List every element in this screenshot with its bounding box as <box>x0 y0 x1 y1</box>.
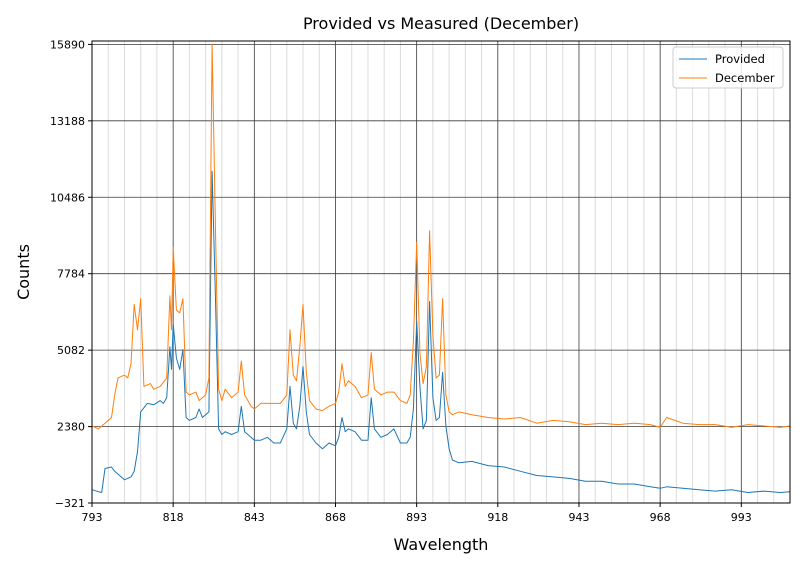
x-tick-label: 868 <box>325 511 346 524</box>
y-tick-label: 10486 <box>50 191 85 204</box>
plot-frame <box>91 40 791 504</box>
x-tick-label: 793 <box>82 511 103 524</box>
x-tick-label: 893 <box>406 511 427 524</box>
x-tick-label: 918 <box>487 511 508 524</box>
y-tick-label: 2380 <box>57 421 85 434</box>
legend: Provided December <box>672 46 784 89</box>
x-tick-label: 993 <box>731 511 752 524</box>
chart-title: Provided vs Measured (December) <box>303 14 579 33</box>
x-tick-label: 943 <box>568 511 589 524</box>
series-line-provided <box>91 170 791 493</box>
ticks: 793 818 843 868 893 918 943 968 993 −321 2380 5082 7… <box>50 38 752 524</box>
y-tick-label: 7784 <box>57 268 85 281</box>
series-line-december <box>91 43 791 430</box>
legend-label-provided: Provided <box>715 52 765 66</box>
x-tick-label: 843 <box>244 511 265 524</box>
legend-label-december: December <box>715 71 775 85</box>
y-tick-label: 5082 <box>57 344 85 357</box>
series-layer <box>91 43 791 493</box>
y-tick-label: −321 <box>55 497 85 510</box>
y-tick-label: 15890 <box>50 38 85 51</box>
x-axis-title: Wavelength <box>394 535 489 554</box>
x-tick-label: 818 <box>163 511 184 524</box>
y-tick-label: 13188 <box>50 115 85 128</box>
x-tick-label: 968 <box>650 511 671 524</box>
y-axis-title: Counts <box>14 244 33 300</box>
